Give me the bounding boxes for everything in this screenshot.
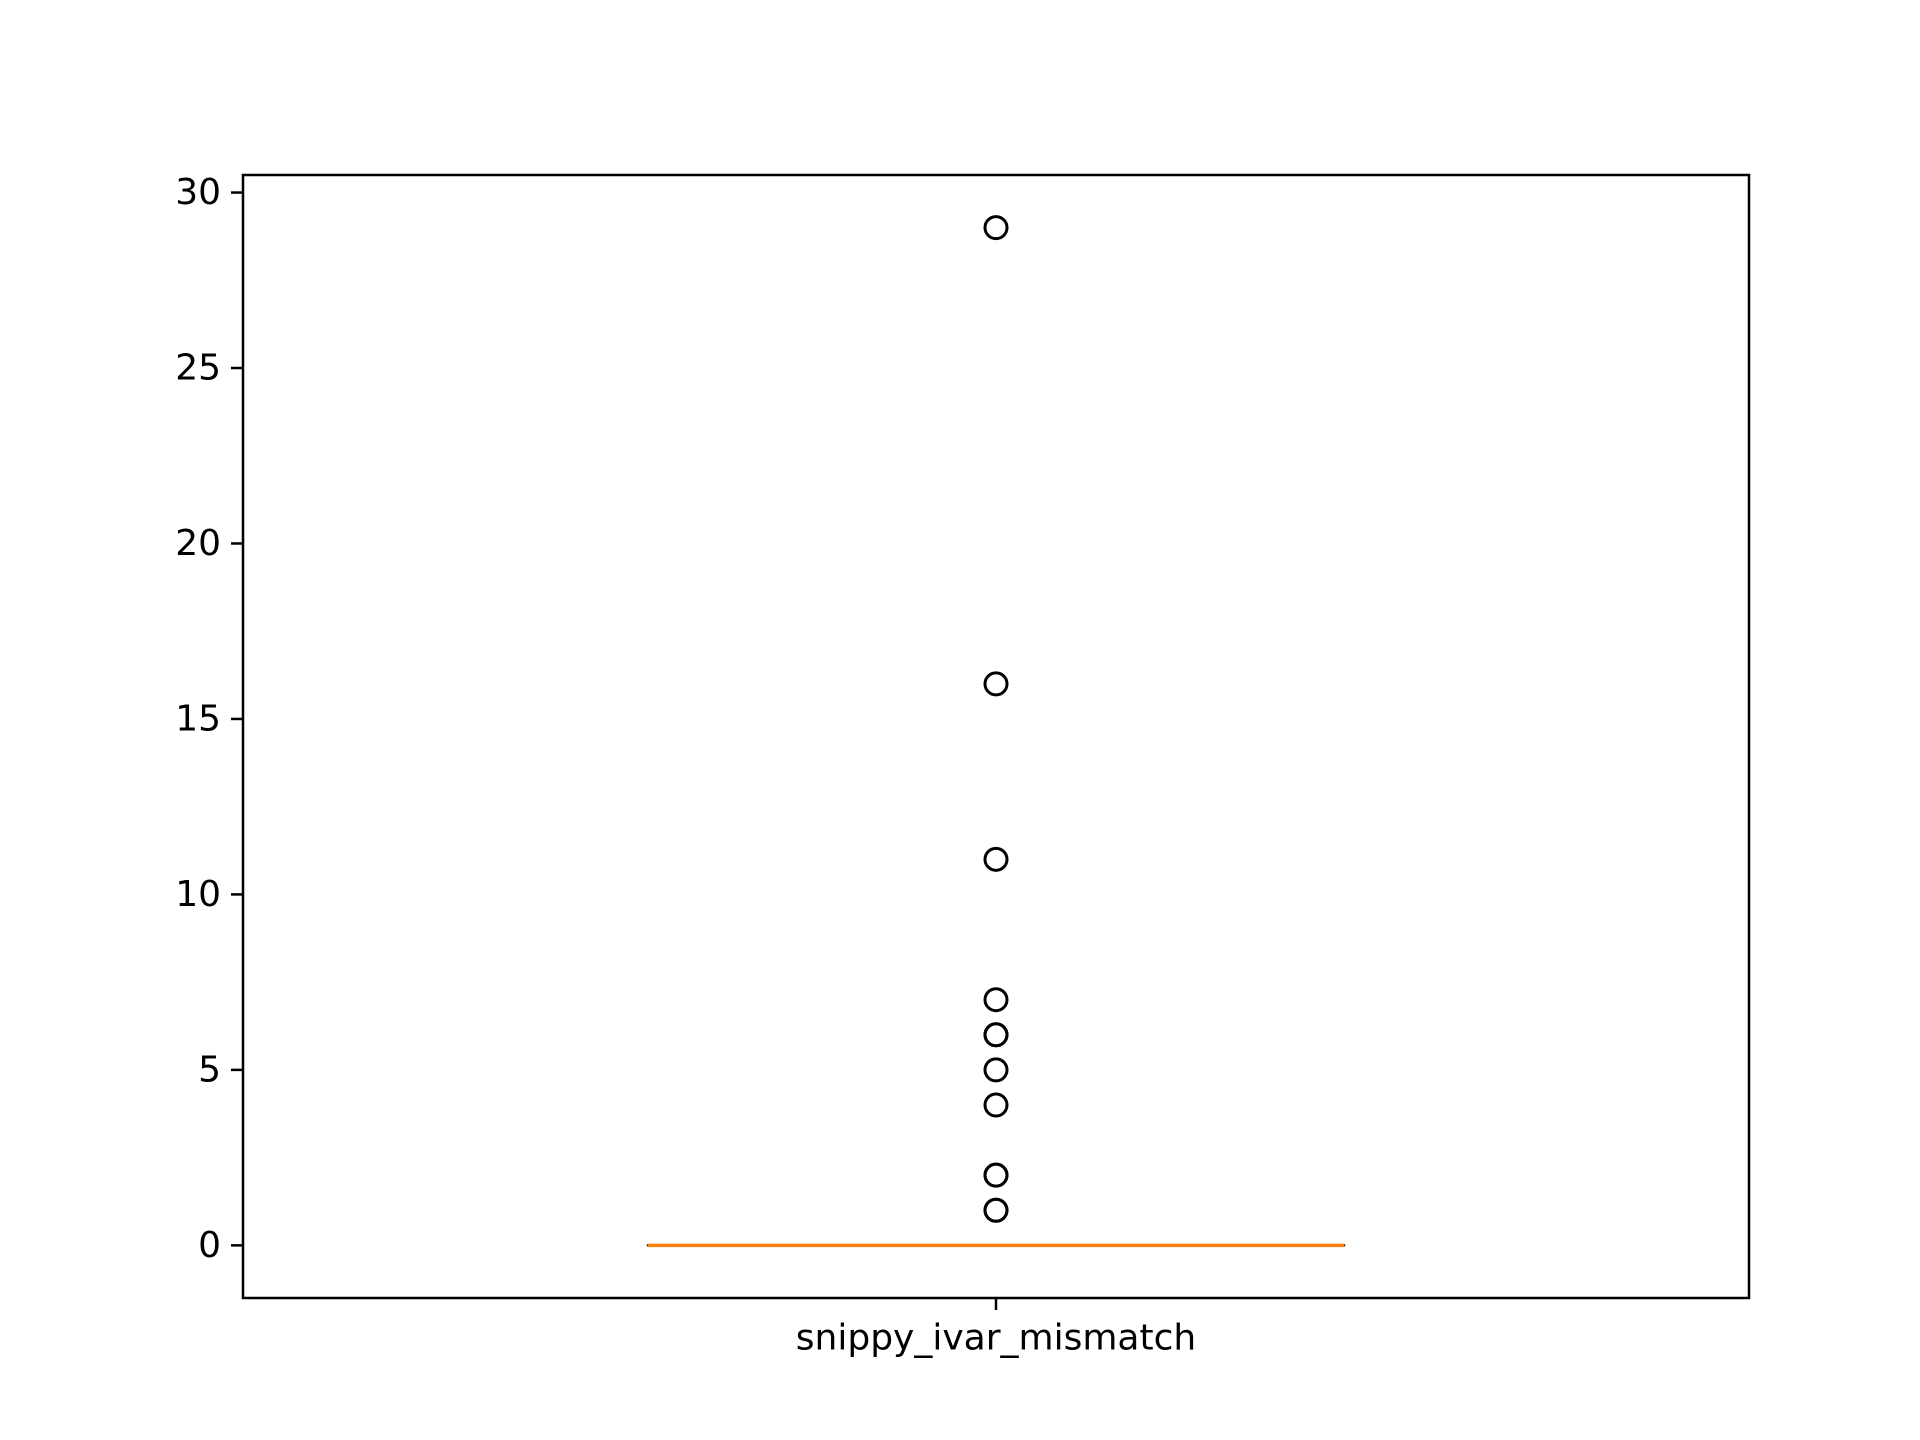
outlier-point <box>983 671 1009 697</box>
outlier-point <box>983 1197 1009 1223</box>
outlier-points <box>983 215 1009 1223</box>
x-axis: snippy_ivar_mismatch <box>796 1298 1196 1359</box>
outlier-point <box>983 846 1009 872</box>
outlier-point <box>983 215 1009 241</box>
outlier-point <box>983 987 1009 1013</box>
outlier-point <box>983 1092 1009 1118</box>
y-tick-label: 15 <box>175 698 221 739</box>
plot-area-frame <box>241 173 1751 1300</box>
y-tick-label: 20 <box>175 523 221 564</box>
outlier-point <box>983 1162 1009 1188</box>
outlier-point <box>983 1022 1009 1048</box>
y-axis: 0 5 10 15 20 25 30 <box>175 172 243 1266</box>
y-tick-label: 30 <box>175 172 221 213</box>
y-tick-label: 25 <box>175 348 221 389</box>
x-tick-label: snippy_ivar_mismatch <box>796 1318 1196 1359</box>
y-tick-label: 5 <box>198 1049 221 1090</box>
y-tick-label: 0 <box>198 1225 221 1266</box>
y-tick-label: 10 <box>175 874 221 915</box>
outlier-point <box>983 1057 1009 1083</box>
